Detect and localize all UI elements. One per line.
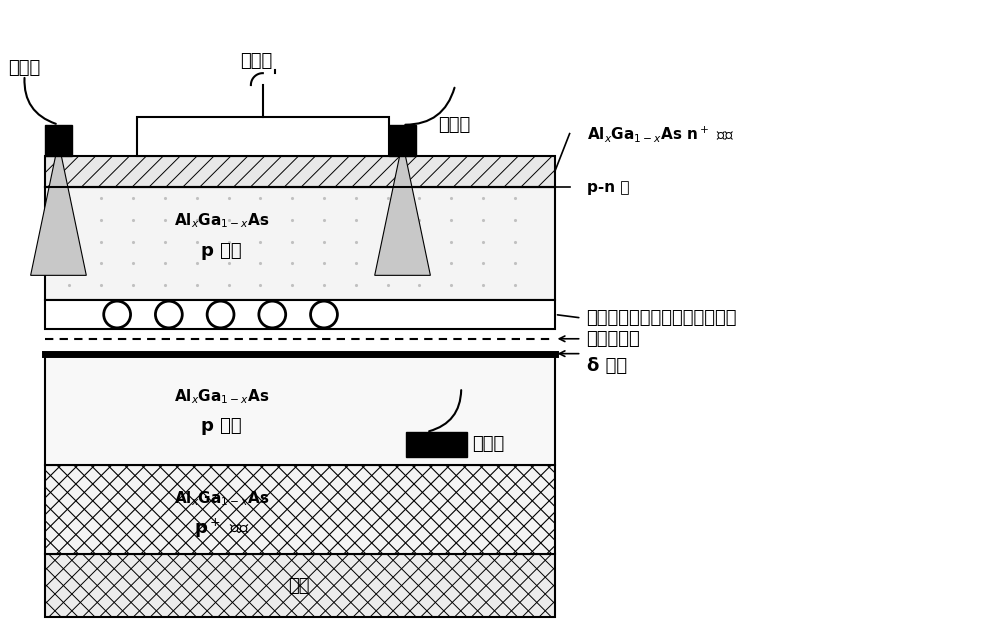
Text: δ 掺杂: δ 掺杂 bbox=[587, 357, 627, 374]
Circle shape bbox=[259, 301, 286, 328]
Bar bbox=[45, 187, 555, 300]
Bar bbox=[45, 354, 555, 465]
Text: 背电极: 背电极 bbox=[472, 435, 504, 453]
Text: 二维电子气: 二维电子气 bbox=[587, 330, 640, 348]
Circle shape bbox=[104, 301, 131, 328]
Text: p 掺杂: p 掺杂 bbox=[201, 417, 242, 435]
Bar bbox=[45, 125, 72, 156]
Text: p-n 结: p-n 结 bbox=[587, 180, 629, 195]
Bar bbox=[406, 432, 467, 457]
Text: 被夹在两势垒层中间的量子点层: 被夹在两势垒层中间的量子点层 bbox=[587, 309, 737, 327]
Circle shape bbox=[311, 301, 337, 328]
Text: Al$_x$Ga$_{1-x}$As: Al$_x$Ga$_{1-x}$As bbox=[174, 387, 269, 406]
Text: p 掺杂: p 掺杂 bbox=[201, 242, 242, 259]
Text: 顶电极: 顶电极 bbox=[240, 52, 272, 70]
Circle shape bbox=[155, 301, 182, 328]
Circle shape bbox=[207, 301, 234, 328]
Bar bbox=[45, 156, 555, 187]
Bar bbox=[45, 300, 555, 329]
Bar bbox=[137, 117, 389, 156]
Text: Al$_x$Ga$_{1-x}$As: Al$_x$Ga$_{1-x}$As bbox=[174, 489, 269, 507]
Bar bbox=[389, 125, 416, 156]
Bar bbox=[45, 554, 555, 617]
Text: 漏电极: 漏电极 bbox=[438, 116, 471, 134]
Text: 源电极: 源电极 bbox=[8, 59, 40, 77]
Polygon shape bbox=[375, 156, 430, 275]
Text: Al$_x$Ga$_{1-x}$As: Al$_x$Ga$_{1-x}$As bbox=[174, 212, 269, 230]
Bar bbox=[45, 465, 555, 554]
Text: Al$_x$Ga$_{1-x}$As n$^+$ 掺杂: Al$_x$Ga$_{1-x}$As n$^+$ 掺杂 bbox=[587, 124, 734, 144]
Polygon shape bbox=[31, 156, 86, 275]
Text: p$^+$ 掺杂: p$^+$ 掺杂 bbox=[194, 516, 249, 539]
Text: 衄底: 衄底 bbox=[288, 577, 310, 595]
